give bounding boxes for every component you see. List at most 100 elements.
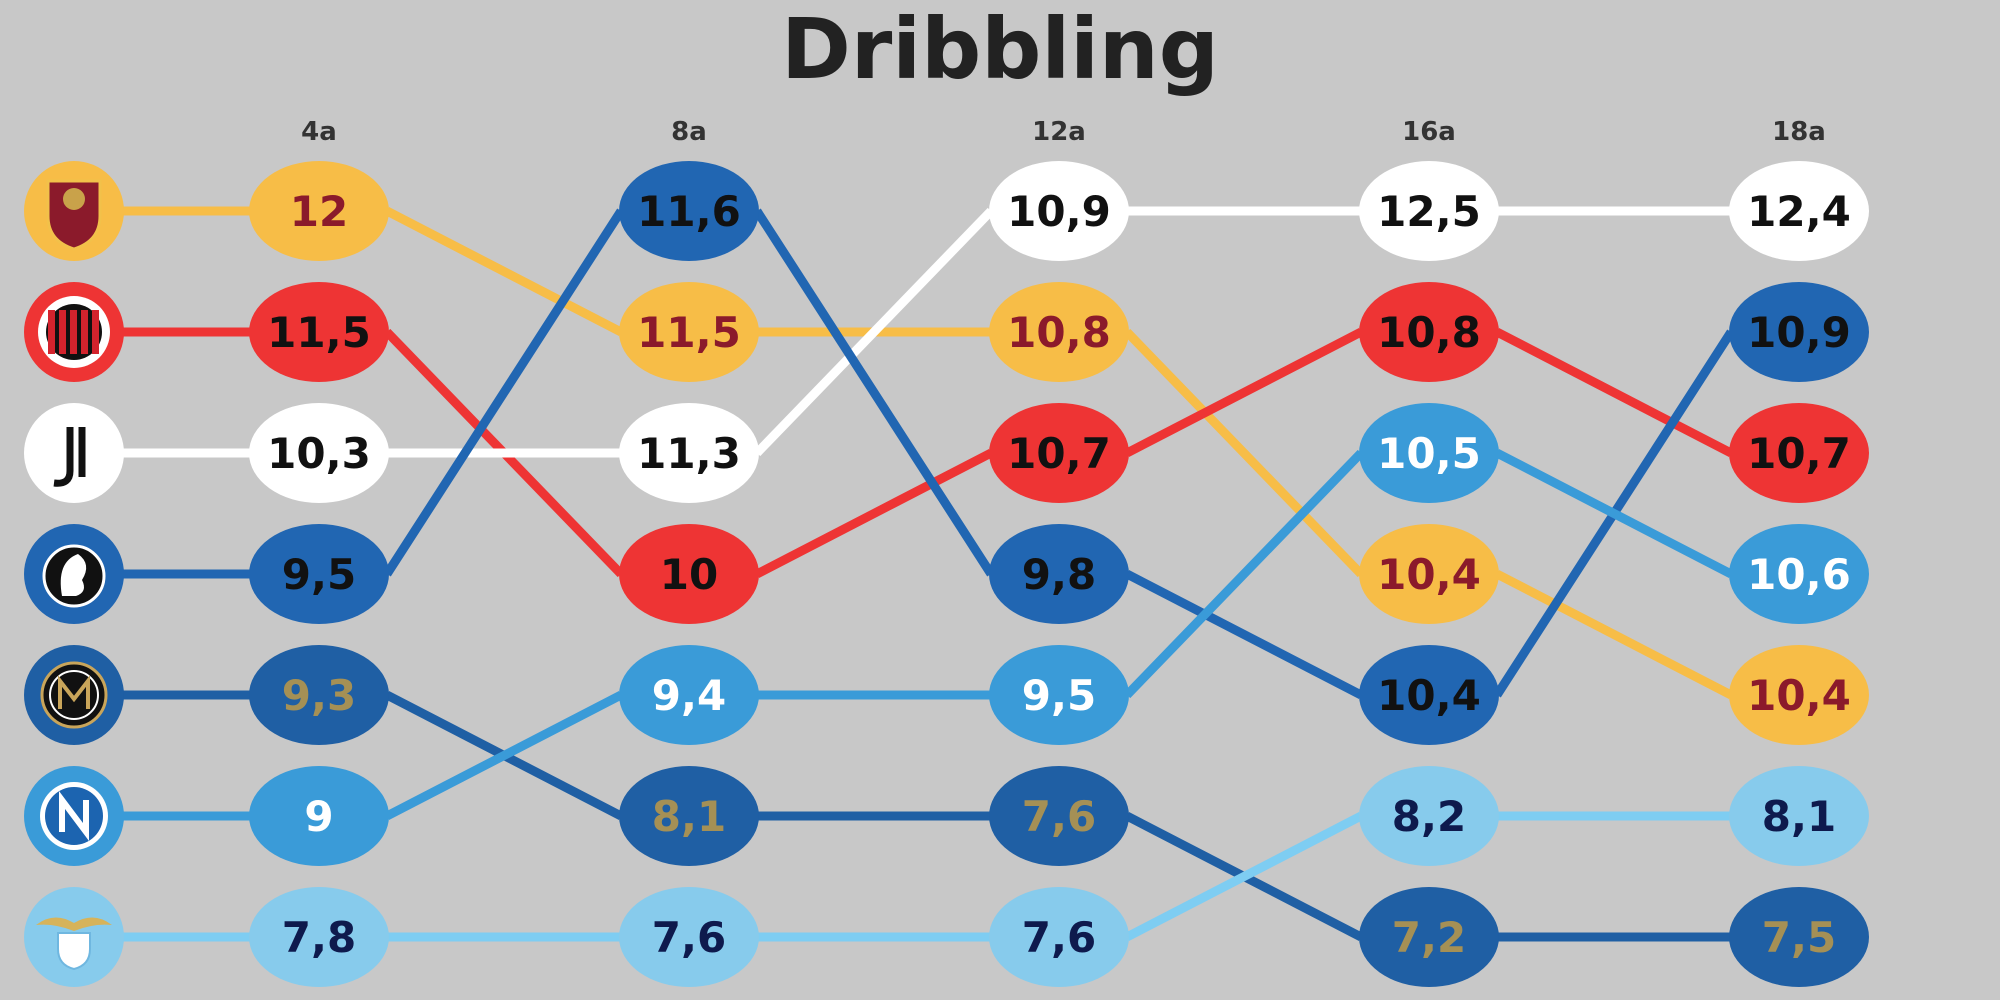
- value-label: 10,6: [1747, 550, 1851, 599]
- value-ellipse: [1729, 645, 1869, 745]
- value-marker: 7,2: [1359, 887, 1499, 987]
- value-ellipse: [619, 766, 759, 866]
- series-line: [1123, 328, 1365, 578]
- value-label: 7,8: [282, 913, 356, 962]
- milan-stripe-icon: [81, 310, 88, 354]
- value-label: 10,3: [267, 429, 371, 478]
- value-ellipse: [249, 403, 389, 503]
- value-ellipse: [1359, 766, 1499, 866]
- value-markers: 12 11,5 10,8 10,4 10,4 11,5 10 10,7 10,8 10,7 10,3…: [249, 161, 1869, 987]
- value-ellipse: [989, 403, 1129, 503]
- inter-ring-icon: [49, 670, 99, 720]
- value-marker: 8,1: [619, 766, 759, 866]
- value-marker: 11,5: [249, 282, 389, 382]
- milan-stripe-icon: [70, 310, 77, 354]
- value-label: 8,1: [1762, 792, 1836, 841]
- series-line: [1494, 570, 1734, 699]
- value-ellipse: [1359, 282, 1499, 382]
- value-marker: 12,4: [1729, 161, 1869, 261]
- value-marker: 11,6: [619, 161, 759, 261]
- value-label: 10,4: [1377, 550, 1481, 599]
- value-label: 9,5: [1022, 671, 1096, 720]
- value-label: 12,5: [1377, 187, 1481, 236]
- value-label: 9,3: [282, 671, 356, 720]
- value-ellipse: [989, 766, 1129, 866]
- series-line: [1124, 812, 1364, 941]
- value-marker: 10,3: [249, 403, 389, 503]
- value-marker: 10,9: [1729, 282, 1869, 382]
- value-label: 7,6: [1022, 792, 1096, 841]
- value-label: 10,8: [1377, 308, 1481, 357]
- team-logo: [24, 766, 124, 866]
- value-marker: 10,9: [989, 161, 1129, 261]
- value-ellipse: [1359, 645, 1499, 745]
- series-line: [1494, 328, 1734, 457]
- value-marker: 10,4: [1359, 645, 1499, 745]
- value-ellipse: [1359, 887, 1499, 987]
- value-ellipse: [249, 887, 389, 987]
- value-label: 10,4: [1747, 671, 1851, 720]
- value-ellipse: [989, 645, 1129, 745]
- value-label: 9,4: [652, 671, 726, 720]
- value-label: 10,5: [1377, 429, 1481, 478]
- value-ellipse: [1729, 161, 1869, 261]
- lazio-eagle-icon: [36, 917, 112, 931]
- series-line: [1124, 328, 1364, 457]
- value-label: 12,4: [1747, 187, 1851, 236]
- value-ellipse: [989, 887, 1129, 987]
- value-marker: 7,6: [619, 887, 759, 987]
- series-line: [1494, 449, 1734, 578]
- team-logo: [24, 887, 124, 987]
- inter-monogram-icon: [58, 675, 90, 709]
- value-ellipse: [619, 403, 759, 503]
- team-logo: [24, 524, 124, 624]
- value-label: 7,6: [1022, 913, 1096, 962]
- round-label: 4a: [301, 117, 337, 147]
- round-label: 8a: [671, 117, 707, 147]
- value-label: 8,1: [652, 792, 726, 841]
- series-line: [384, 207, 624, 336]
- value-label: 10,7: [1747, 429, 1851, 478]
- value-ellipse: [619, 887, 759, 987]
- lazio-shield-icon: [57, 932, 91, 971]
- roma-shield-icon: [46, 179, 102, 251]
- value-label: 9,8: [1022, 550, 1096, 599]
- value-label: 7,5: [1762, 913, 1836, 962]
- value-label: 11,5: [267, 308, 371, 357]
- value-marker: 10,7: [1729, 403, 1869, 503]
- juventus-j-icon: [53, 427, 74, 487]
- value-marker: 10,5: [1359, 403, 1499, 503]
- value-ellipse: [1729, 524, 1869, 624]
- team-logos: [24, 161, 124, 987]
- value-label: 10,4: [1377, 671, 1481, 720]
- value-label: 10,9: [1747, 308, 1851, 357]
- round-label: 16a: [1402, 117, 1456, 147]
- value-marker: 7,5: [1729, 887, 1869, 987]
- value-marker: 10,7: [989, 403, 1129, 503]
- value-label: 11,3: [637, 429, 741, 478]
- team-logo: [24, 161, 124, 261]
- value-ellipse: [1729, 766, 1869, 866]
- value-ellipse: [249, 524, 389, 624]
- value-marker: 7,8: [249, 887, 389, 987]
- value-ellipse: [1729, 403, 1869, 503]
- value-label: 10,7: [1007, 429, 1111, 478]
- value-marker: 10,6: [1729, 524, 1869, 624]
- value-ellipse: [619, 282, 759, 382]
- value-ellipse: [619, 161, 759, 261]
- value-marker: 10,8: [1359, 282, 1499, 382]
- value-ellipse: [249, 766, 389, 866]
- value-marker: 12,5: [1359, 161, 1499, 261]
- value-label: 9: [304, 792, 333, 841]
- value-ellipse: [249, 282, 389, 382]
- value-ellipse: [1359, 403, 1499, 503]
- value-marker: 7,6: [989, 766, 1129, 866]
- value-marker: 8,2: [1359, 766, 1499, 866]
- inter-badge-icon: [40, 661, 108, 729]
- value-marker: 10,4: [1359, 524, 1499, 624]
- milan-stripe-icon: [59, 310, 66, 354]
- series-line: [1124, 570, 1364, 699]
- value-label: 11,5: [637, 308, 741, 357]
- value-label: 10: [660, 550, 718, 599]
